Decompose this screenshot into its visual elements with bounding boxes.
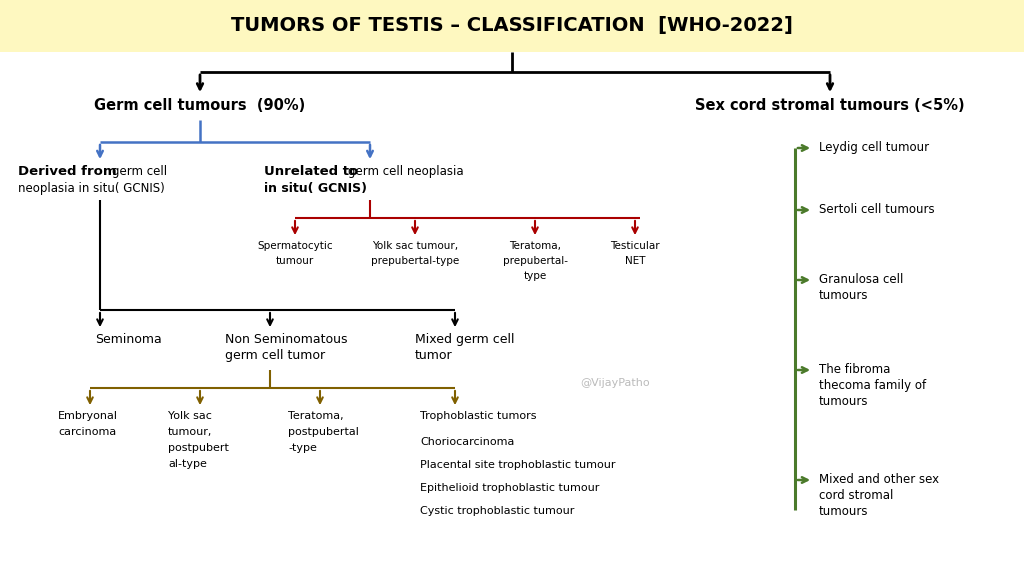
FancyBboxPatch shape	[0, 0, 1024, 52]
Text: Cystic trophoblastic tumour: Cystic trophoblastic tumour	[420, 506, 574, 516]
Text: postpubertal: postpubertal	[288, 427, 358, 437]
Text: Germ cell tumours  (90%): Germ cell tumours (90%)	[94, 98, 305, 113]
Text: tumour: tumour	[275, 256, 314, 266]
Text: carcinoma: carcinoma	[58, 427, 117, 437]
Text: NET: NET	[625, 256, 645, 266]
Text: in situ( GCNIS): in situ( GCNIS)	[264, 182, 367, 195]
Text: Non Seminomatous: Non Seminomatous	[225, 333, 347, 346]
Text: tumours: tumours	[819, 505, 868, 518]
Text: postpubert: postpubert	[168, 443, 229, 453]
Text: prepubertal-: prepubertal-	[503, 256, 567, 266]
Text: germ cell tumor: germ cell tumor	[225, 349, 326, 362]
Text: Seminoma: Seminoma	[95, 333, 162, 346]
Text: -type: -type	[288, 443, 316, 453]
Text: thecoma family of: thecoma family of	[819, 379, 926, 392]
Text: germ cell neoplasia: germ cell neoplasia	[348, 165, 464, 178]
Text: prepubertal-type: prepubertal-type	[371, 256, 459, 266]
Text: al-type: al-type	[168, 459, 207, 469]
Text: tumours: tumours	[819, 289, 868, 302]
Text: Teratoma,: Teratoma,	[509, 241, 561, 251]
Text: Sex cord stromal tumours (<5%): Sex cord stromal tumours (<5%)	[695, 98, 965, 113]
Text: Granulosa cell: Granulosa cell	[819, 273, 903, 286]
Text: germ cell: germ cell	[112, 165, 167, 178]
Text: Testicular: Testicular	[610, 241, 659, 251]
Text: Trophoblastic tumors: Trophoblastic tumors	[420, 411, 537, 421]
Text: Yolk sac: Yolk sac	[168, 411, 212, 421]
Text: Choriocarcinoma: Choriocarcinoma	[420, 437, 514, 447]
Text: cord stromal: cord stromal	[819, 489, 893, 502]
Text: Mixed germ cell: Mixed germ cell	[415, 333, 514, 346]
Text: The fibroma: The fibroma	[819, 363, 891, 376]
Text: Epithelioid trophoblastic tumour: Epithelioid trophoblastic tumour	[420, 483, 599, 493]
Text: type: type	[523, 271, 547, 281]
Text: tumor: tumor	[415, 349, 453, 362]
Text: Spermatocytic: Spermatocytic	[257, 241, 333, 251]
Text: Derived from: Derived from	[18, 165, 117, 178]
Text: tumour,: tumour,	[168, 427, 212, 437]
Text: Mixed and other sex: Mixed and other sex	[819, 473, 939, 486]
Text: Unrelated to: Unrelated to	[264, 165, 358, 178]
Text: Embryonal: Embryonal	[58, 411, 118, 421]
Text: TUMORS OF TESTIS – CLASSIFICATION  [WHO-2022]: TUMORS OF TESTIS – CLASSIFICATION [WHO-2…	[231, 17, 793, 36]
Text: Teratoma,: Teratoma,	[288, 411, 344, 421]
Text: tumours: tumours	[819, 395, 868, 408]
Text: Sertoli cell tumours: Sertoli cell tumours	[819, 203, 935, 216]
Text: neoplasia in situ( GCNIS): neoplasia in situ( GCNIS)	[18, 182, 165, 195]
Text: @VijayPatho: @VijayPatho	[580, 378, 649, 388]
Text: Yolk sac tumour,: Yolk sac tumour,	[372, 241, 458, 251]
Text: Leydig cell tumour: Leydig cell tumour	[819, 141, 929, 154]
Text: Placental site trophoblastic tumour: Placental site trophoblastic tumour	[420, 460, 615, 470]
